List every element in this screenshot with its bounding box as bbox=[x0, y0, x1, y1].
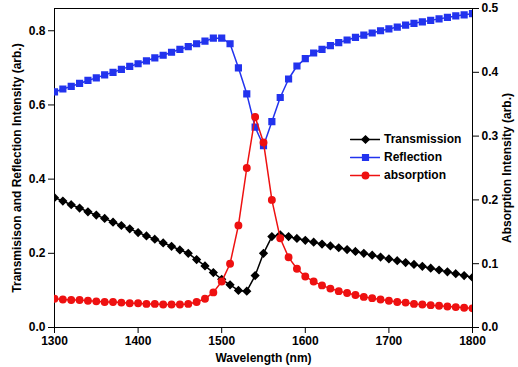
html-text:Reflection: Reflection bbox=[384, 150, 442, 164]
svg-text:0.2: 0.2 bbox=[482, 193, 499, 207]
svg-text:1800: 1800 bbox=[459, 334, 486, 348]
svg-text:0.0: 0.0 bbox=[482, 320, 499, 334]
svg-text:1300: 1300 bbox=[41, 334, 68, 348]
svg-text:0.0: 0.0 bbox=[29, 320, 46, 334]
svg-text:0.1: 0.1 bbox=[482, 257, 499, 271]
html-text:Transmission: Transmission bbox=[384, 132, 462, 146]
svg-text:1500: 1500 bbox=[208, 334, 235, 348]
svg-text:Transmisison and Reflection In: Transmisison and Reflection Intensity (a… bbox=[10, 43, 24, 292]
svg-text:0.5: 0.5 bbox=[482, 1, 499, 15]
html-text:absorption: absorption bbox=[384, 168, 446, 182]
svg-text:0.2: 0.2 bbox=[29, 246, 46, 260]
svg-text:0.6: 0.6 bbox=[29, 98, 46, 112]
svg-text:Wavelength (nm): Wavelength (nm) bbox=[215, 351, 311, 365]
svg-text:1700: 1700 bbox=[376, 334, 403, 348]
svg-text:Absorption Intensity (arb.): Absorption Intensity (arb.) bbox=[500, 93, 514, 243]
svg-text:0.4: 0.4 bbox=[29, 172, 46, 186]
svg-text:1400: 1400 bbox=[125, 334, 152, 348]
svg-text:0.4: 0.4 bbox=[482, 65, 499, 79]
svg-text:0.8: 0.8 bbox=[29, 24, 46, 38]
svg-text:0.3: 0.3 bbox=[482, 129, 499, 143]
svg-text:1600: 1600 bbox=[292, 334, 319, 348]
